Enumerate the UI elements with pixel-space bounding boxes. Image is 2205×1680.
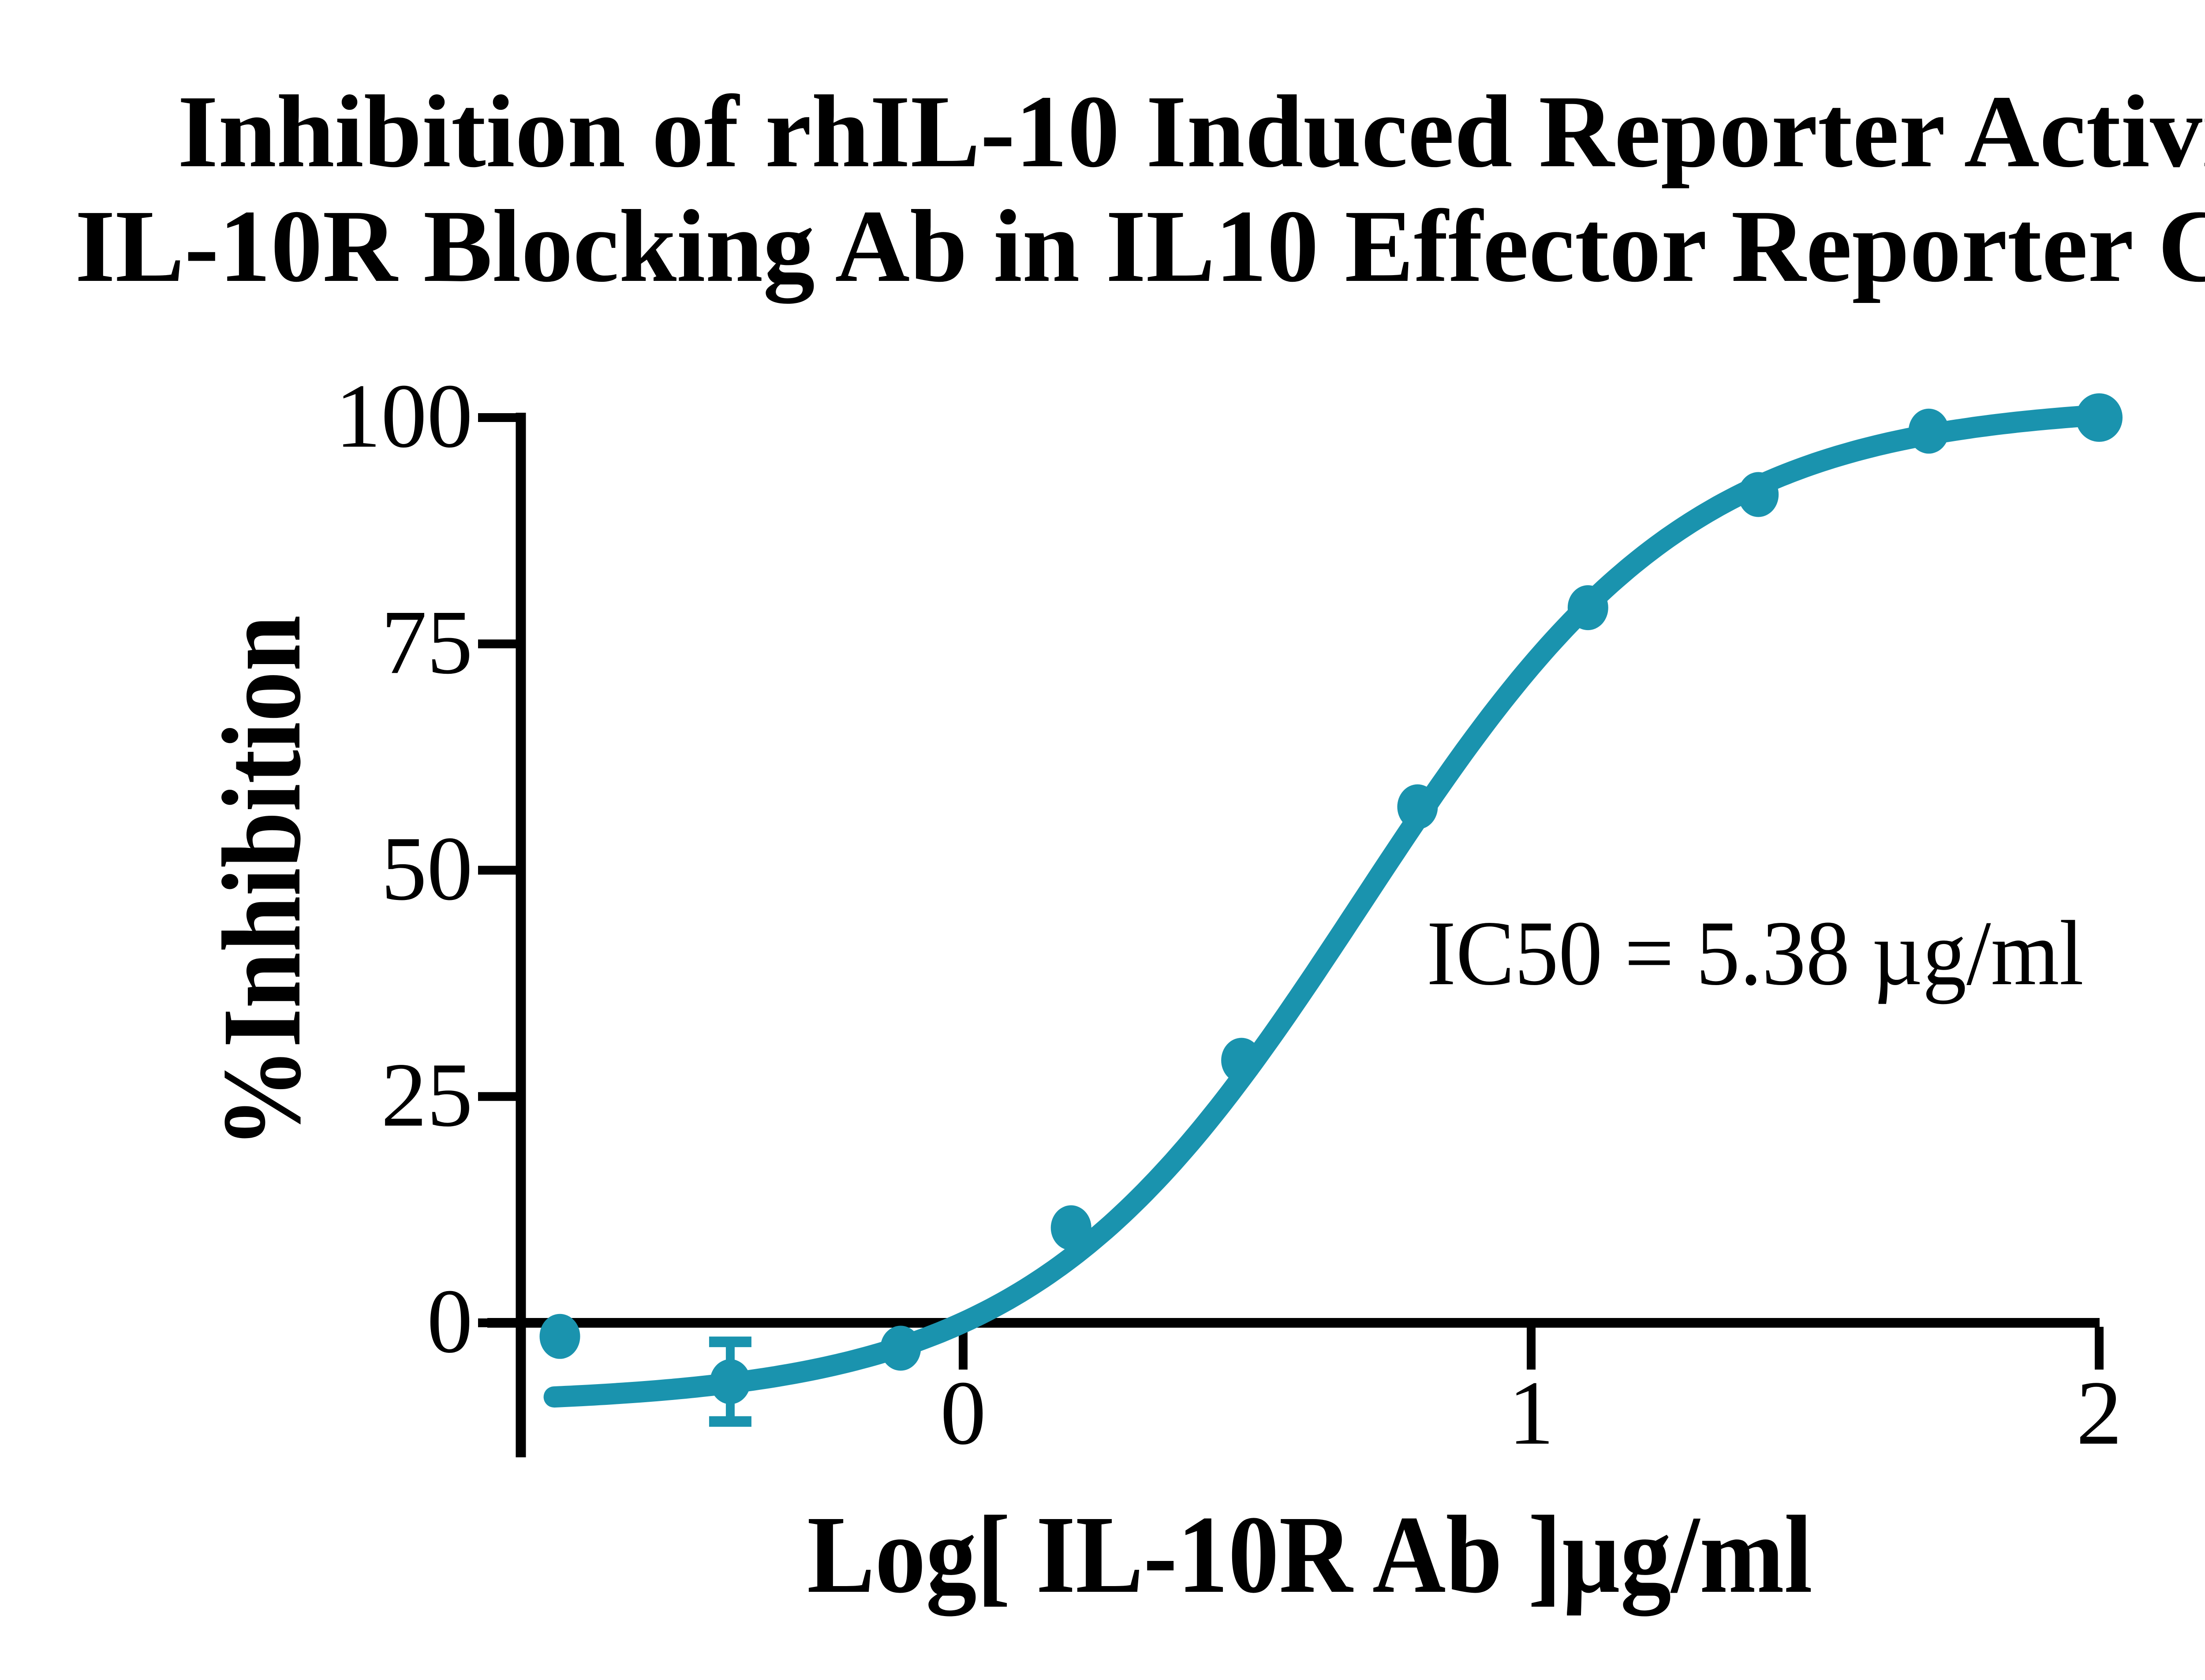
x-axis-tick-label: 0: [940, 1362, 986, 1463]
data-point-marker: [880, 1325, 921, 1371]
chart-title-line2: IL-10R Blocking Ab in IL10 Effector Repo…: [75, 189, 2205, 304]
data-point-marker: [1397, 784, 1438, 829]
fit-curve: [543, 404, 2110, 1408]
y-axis-tick-label: 100: [335, 365, 473, 467]
data-point-marker: [1050, 1205, 1091, 1251]
data-point-marker: [1738, 472, 1779, 517]
y-axis-tick-labels: 0 25 50 75 100: [335, 365, 473, 1372]
x-axis-tick-labels: 0 1 2: [940, 1362, 2122, 1463]
data-point-marker: [539, 1314, 580, 1359]
data-point-marker: [1908, 408, 1949, 454]
y-axis-tick-label: 75: [381, 591, 473, 693]
x-axis-tick-label: 1: [1508, 1362, 1554, 1463]
x-axis-tick-label: 2: [2076, 1362, 2122, 1463]
fit-curve-path: [543, 404, 2110, 1408]
y-axis-title: %Inhibition: [200, 615, 324, 1149]
data-point-markers: [539, 393, 2123, 1404]
y-axis-tick-label: 50: [381, 818, 473, 919]
axes: [478, 413, 2104, 1457]
data-point-marker: [2076, 393, 2123, 442]
ic50-annotation: IC50 = 5.38 µg/ml: [1427, 902, 2084, 1004]
y-axis-tick-label: 25: [381, 1044, 473, 1146]
chart-title-line1: Inhibition of rhIL-10 Induced Reporter A…: [178, 74, 2205, 189]
x-axis-title: Log[ IL-10R Ab ]µg/ml: [807, 1493, 1813, 1617]
data-point-marker: [1221, 1038, 1262, 1083]
y-axis-tick-label: 0: [427, 1270, 473, 1372]
data-point-marker: [1567, 585, 1608, 631]
data-point-marker: [710, 1359, 751, 1404]
